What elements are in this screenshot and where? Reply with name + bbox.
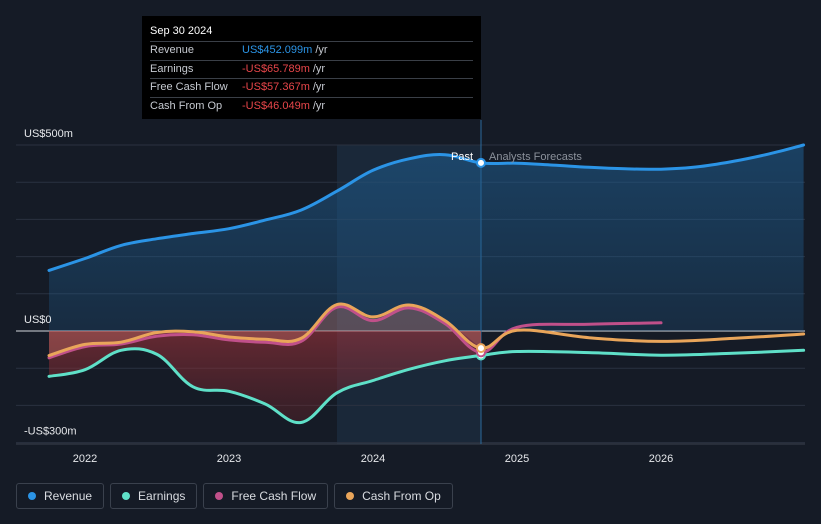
tooltip-unit: /yr — [315, 44, 328, 56]
y-tick-label: US$0 — [24, 314, 52, 326]
legend-label: Earnings — [138, 489, 186, 503]
tooltip-label: Earnings — [150, 62, 194, 75]
legend-label: Revenue — [44, 489, 93, 503]
x-tick-label: 2024 — [361, 453, 385, 465]
tooltip-value: -US$46.049m — [242, 99, 310, 112]
legend-dot-icon — [28, 492, 36, 500]
legend-item-revenue[interactable]: Revenue — [16, 483, 105, 509]
x-tick-label: 2026 — [649, 453, 673, 465]
tooltip-value: -US$57.367m — [242, 81, 310, 93]
tooltip-value: -US$65.789m — [242, 62, 310, 75]
legend-item-earnings[interactable]: Earnings — [110, 483, 198, 509]
legend-dot-icon — [215, 492, 224, 500]
legend-item-cash-from-op[interactable]: Cash From Op — [334, 483, 453, 509]
revenue-area — [49, 145, 804, 331]
tooltip-row-revenue: Revenue US$452.099m /yr — [150, 41, 473, 60]
earnings-line — [47, 347, 806, 425]
legend-label: Free Cash Flow — [231, 489, 317, 503]
x-tick-label: 2025 — [505, 453, 529, 465]
y-tick-label: US$500m — [24, 128, 73, 140]
tooltip: Sep 30 2024 Revenue US$452.099m /yr Earn… — [142, 16, 481, 119]
tooltip-label: Revenue — [150, 44, 195, 56]
legend-label: Cash From Op — [362, 489, 441, 503]
tooltip-row-cash-from-op: Cash From Op -US$46.049m /yr — [150, 96, 473, 116]
revenue-line — [47, 143, 806, 272]
legend: Revenue Earnings Free Cash Flow Cash Fro… — [16, 483, 453, 511]
tooltip-unit: /yr — [312, 62, 326, 75]
tooltip-unit: /yr — [312, 81, 326, 93]
cashflow-area — [49, 306, 481, 358]
revenue-marker — [476, 157, 486, 168]
legend-dot-icon — [346, 492, 355, 500]
legend-item-free-cash-flow[interactable]: Free Cash Flow — [203, 483, 329, 509]
cash-from-op-marker — [476, 343, 486, 354]
tooltip-row-earnings: Earnings -US$65.789m /yr — [150, 59, 473, 79]
past-label: Past — [451, 151, 473, 163]
x-tick-label: 2023 — [217, 453, 241, 465]
x-tick-label: 2022 — [73, 453, 97, 465]
cash-from-op-line — [47, 302, 806, 358]
forecast-label: Analysts Forecasts — [489, 151, 582, 163]
tooltip-label: Free Cash Flow — [150, 81, 228, 93]
legend-dot-icon — [122, 492, 131, 500]
tooltip-unit: /yr — [312, 99, 326, 112]
tooltip-label: Cash From Op — [150, 99, 223, 112]
tooltip-row-free-cash-flow: Free Cash Flow -US$57.367m /yr — [150, 78, 473, 97]
tooltip-value: US$452.099m — [242, 44, 313, 56]
tooltip-date: Sep 30 2024 — [150, 25, 213, 37]
cashflow-area — [49, 303, 481, 356]
y-tick-label: -US$300m — [24, 426, 77, 438]
